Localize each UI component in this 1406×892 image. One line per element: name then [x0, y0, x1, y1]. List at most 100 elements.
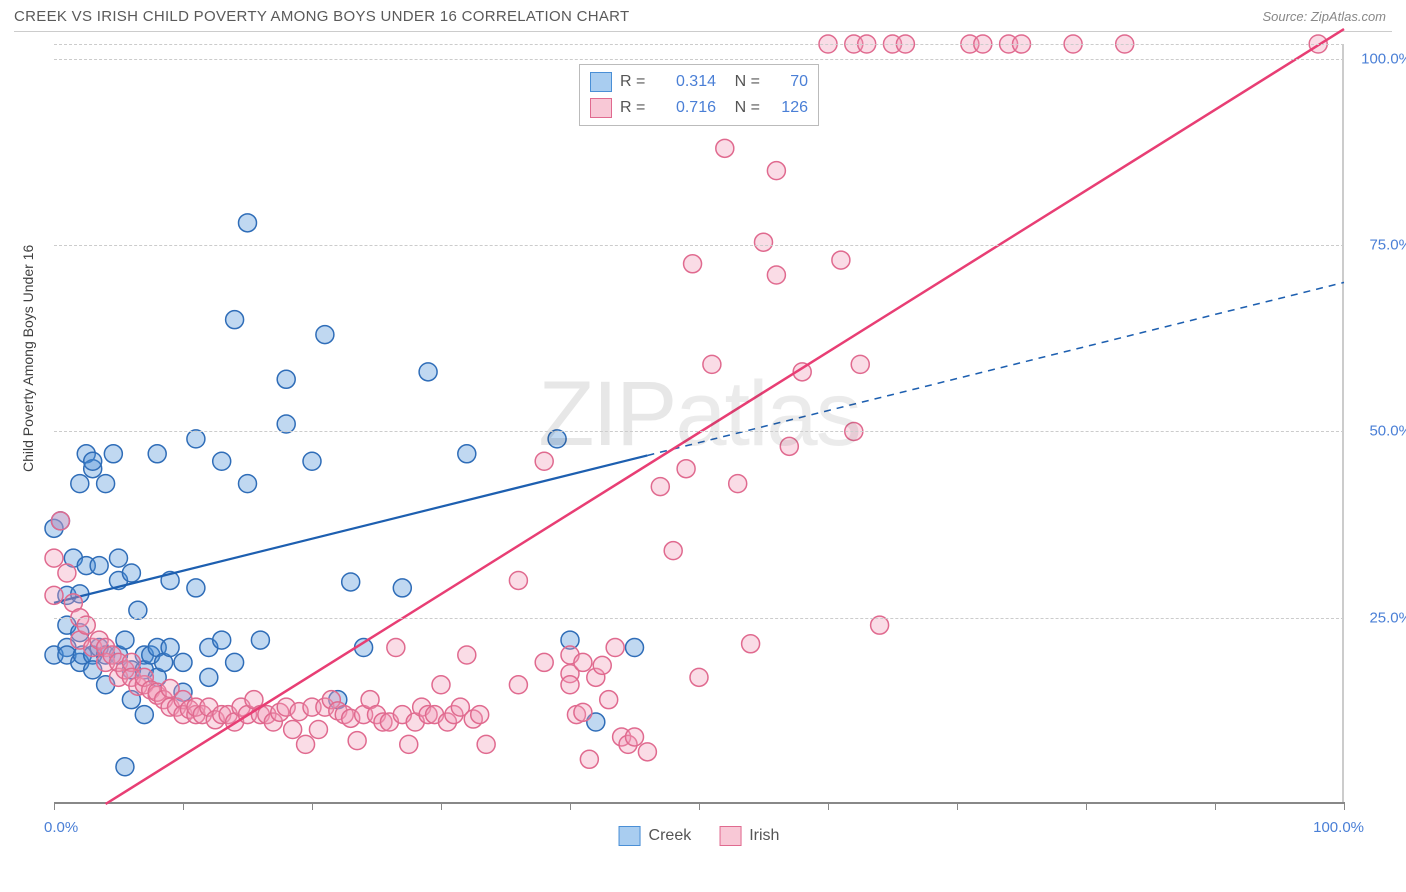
data-point: [187, 579, 205, 597]
data-point: [161, 639, 179, 657]
data-point: [135, 706, 153, 724]
data-point: [832, 251, 850, 269]
data-point: [348, 732, 366, 750]
data-point: [226, 311, 244, 329]
x-tick: [54, 802, 55, 810]
data-point: [129, 601, 147, 619]
data-point: [716, 139, 734, 157]
plot-svg: [54, 44, 1344, 802]
data-point: [297, 735, 315, 753]
x-tick: [828, 802, 829, 810]
data-point: [535, 653, 553, 671]
data-point: [51, 512, 69, 530]
data-point: [742, 635, 760, 653]
data-point: [606, 639, 624, 657]
grid-line: [54, 618, 1344, 619]
data-point: [309, 720, 327, 738]
data-point: [690, 668, 708, 686]
data-point: [626, 728, 644, 746]
data-point: [90, 557, 108, 575]
data-point: [213, 631, 231, 649]
data-point: [535, 452, 553, 470]
data-point: [71, 475, 89, 493]
x-tick: [957, 802, 958, 810]
data-point: [767, 266, 785, 284]
data-point: [45, 586, 63, 604]
x-tick: [1215, 802, 1216, 810]
x-tick: [699, 802, 700, 810]
x-tick: [570, 802, 571, 810]
legend-series: Creek Irish: [619, 826, 780, 846]
data-point: [851, 355, 869, 373]
data-point: [303, 452, 321, 470]
data-point: [432, 676, 450, 694]
data-point: [703, 355, 721, 373]
chart-source: Source: ZipAtlas.com: [1262, 9, 1386, 24]
creek-n: 70: [768, 69, 808, 95]
legend-item-irish: Irish: [719, 826, 779, 846]
legend-swatch-irish: [590, 98, 612, 118]
data-point: [780, 437, 798, 455]
data-point: [239, 475, 257, 493]
data-point: [767, 162, 785, 180]
data-point: [116, 631, 134, 649]
x-tick: [1086, 802, 1087, 810]
data-point: [561, 676, 579, 694]
data-point: [600, 691, 618, 709]
data-point: [213, 452, 231, 470]
chart-title: CREEK VS IRISH CHILD POVERTY AMONG BOYS …: [14, 8, 630, 25]
data-point: [148, 445, 166, 463]
legend-row-irish: R = 0.716 N = 126: [590, 95, 808, 121]
data-point: [471, 706, 489, 724]
data-point: [116, 758, 134, 776]
plot-area: ZIPatlas R = 0.314 N = 70 R = 0.716 N = …: [54, 44, 1344, 804]
x-label-left: 0.0%: [44, 819, 78, 836]
data-point: [477, 735, 495, 753]
data-point: [638, 743, 656, 761]
data-point: [419, 363, 437, 381]
grid-line: [54, 431, 1344, 432]
data-point: [174, 653, 192, 671]
data-point: [664, 542, 682, 560]
chart-container: Child Poverty Among Boys Under 16 ZIPatl…: [14, 31, 1392, 831]
data-point: [574, 703, 592, 721]
irish-r: 0.716: [662, 95, 716, 121]
data-point: [58, 564, 76, 582]
legend-swatch-creek-bottom: [619, 826, 641, 846]
y-tick-label: 75.0%: [1369, 237, 1406, 254]
irish-n: 126: [768, 95, 808, 121]
data-point: [187, 430, 205, 448]
data-point: [871, 616, 889, 634]
legend-correlation: R = 0.314 N = 70 R = 0.716 N = 126: [579, 64, 819, 126]
data-point: [548, 430, 566, 448]
y-tick-label: 100.0%: [1361, 50, 1406, 67]
data-point: [277, 415, 295, 433]
y-axis-label: Child Poverty Among Boys Under 16: [20, 245, 36, 472]
data-point: [593, 656, 611, 674]
data-point: [509, 676, 527, 694]
legend-item-creek: Creek: [619, 826, 692, 846]
legend-label-irish: Irish: [749, 827, 779, 845]
data-point: [729, 475, 747, 493]
data-point: [651, 478, 669, 496]
data-point: [316, 326, 334, 344]
data-point: [122, 564, 140, 582]
x-tick: [183, 802, 184, 810]
data-point: [284, 720, 302, 738]
data-point: [580, 750, 598, 768]
data-point: [677, 460, 695, 478]
data-point: [251, 631, 269, 649]
y-tick-label: 25.0%: [1369, 609, 1406, 626]
x-tick: [441, 802, 442, 810]
data-point: [110, 549, 128, 567]
data-point: [104, 445, 122, 463]
data-point: [387, 639, 405, 657]
y-tick-label: 50.0%: [1369, 423, 1406, 440]
data-point: [509, 571, 527, 589]
data-point: [84, 452, 102, 470]
data-point: [226, 653, 244, 671]
x-tick: [1344, 802, 1345, 810]
x-tick: [312, 802, 313, 810]
legend-label-creek: Creek: [649, 827, 692, 845]
grid-line: [54, 245, 1344, 246]
